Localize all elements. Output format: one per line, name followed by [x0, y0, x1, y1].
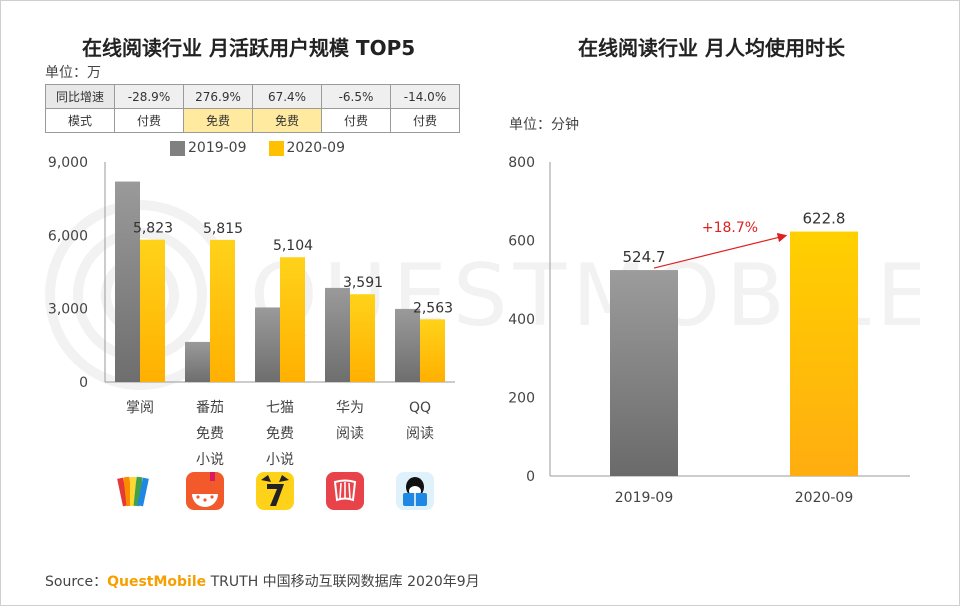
x-tick-label: 七猫 [266, 400, 294, 416]
left-chart-legend: 2019-09 2020-09 [170, 140, 345, 156]
mode-header: 模式 [45, 108, 115, 133]
x-tick-label: 番茄 [196, 399, 224, 416]
y-tick-label: 3,000 [48, 302, 88, 318]
x-tick-label: 小说 [196, 452, 224, 468]
data-label-2020: 5,823 [133, 221, 173, 237]
y-tick-label: 9,000 [48, 155, 88, 171]
yoy-growth-cell: 67.4% [252, 84, 322, 109]
yoy-growth-cell: -14.0% [390, 84, 460, 109]
bar-2019 [255, 307, 280, 382]
legend-label-2020: 2020-09 [286, 140, 346, 156]
zhangyue-app-icon [112, 472, 150, 510]
yoy-table: 同比增速 -28.9% 276.9% 67.4% -6.5% -14.0% 模式… [45, 84, 460, 133]
x-tick-label: 掌阅 [126, 400, 154, 416]
left-chart-title: 在线阅读行业 月活跃用户规模 TOP5 [82, 36, 416, 60]
bar-2019-09 [610, 270, 678, 476]
mode-cell: 付费 [321, 108, 391, 133]
mode-cell: 付费 [390, 108, 460, 133]
data-label-2020: 3,591 [343, 275, 383, 291]
x-tick-label: 阅读 [406, 425, 434, 442]
bar-2019 [185, 341, 210, 382]
data-label-2020: 5,104 [273, 238, 313, 254]
y-tick-label: 200 [508, 391, 535, 407]
legend-swatch-2019 [170, 140, 185, 156]
source-suffix: TRUTH 中国移动互联网数据库 2020年9月 [210, 574, 480, 590]
x-tick-label: 小说 [266, 452, 294, 468]
yoy-growth-header: 同比增速 [45, 84, 115, 109]
x-tick-label: 华为 [336, 400, 364, 416]
bar-2019 [325, 287, 350, 382]
y-tick-label: 0 [526, 469, 535, 485]
legend-swatch-2020 [268, 140, 284, 156]
huawei-reading-app-icon [326, 472, 364, 510]
y-tick-label: 400 [508, 312, 535, 328]
mode-cell-free: 免费 [183, 108, 253, 133]
data-label-2020: 5,815 [203, 221, 243, 237]
right-chart-title: 在线阅读行业 月人均使用时长 [578, 36, 845, 60]
bar-2020 [210, 239, 235, 382]
data-label: 622.8 [803, 210, 846, 228]
bar-2020 [350, 294, 375, 382]
data-label: 524.7 [623, 248, 666, 266]
yoy-growth-row: 同比增速 -28.9% 276.9% 67.4% -6.5% -14.0% [45, 84, 460, 109]
source-brand: QuestMobile [107, 574, 207, 590]
bar-2020 [140, 239, 165, 382]
bar-2020-09 [790, 231, 858, 476]
x-tick-label: 免费 [196, 426, 224, 442]
usage-time-bar-chart: 0 200 400 600 800 524.7 2019-09 622.8 2020-09 +18… [508, 155, 910, 506]
bar-2020 [420, 319, 445, 382]
y-tick-label: 6,000 [48, 228, 88, 244]
growth-arrow [653, 232, 788, 269]
y-tick-label: 600 [508, 234, 535, 250]
source-note: Source：QuestMobile TRUTH 中国移动互联网数据库 2020… [45, 571, 480, 591]
data-label-2020: 2,563 [413, 300, 453, 316]
left-unit-label: 单位：万 [45, 65, 101, 81]
yoy-growth-cell: 276.9% [183, 84, 253, 109]
x-tick-label: 阅读 [336, 425, 364, 442]
mode-cell: 付费 [114, 108, 184, 133]
source-prefix: Source： [45, 574, 108, 590]
yoy-growth-cell: -6.5% [321, 84, 391, 109]
right-unit-label: 单位：分钟 [509, 117, 579, 133]
growth-annotation: +18.7% [702, 220, 758, 236]
yoy-growth-cell: -28.9% [114, 84, 184, 109]
mode-row: 模式 付费 免费 免费 付费 付费 [45, 108, 460, 133]
y-tick-label: 800 [508, 155, 535, 171]
bar-2019 [395, 308, 420, 382]
x-tick-label: QQ [409, 400, 431, 416]
bar-2019 [115, 181, 140, 382]
x-tick-label: 免费 [266, 426, 294, 442]
mode-cell-free: 免费 [252, 108, 322, 133]
legend-label-2019: 2019-09 [188, 140, 247, 156]
fanqie-app-icon [186, 472, 224, 510]
qq-reading-app-icon [396, 472, 434, 510]
y-tick-label: 0 [79, 375, 88, 391]
qimao-app-icon [256, 472, 294, 510]
x-tick-label: 2020-09 [795, 490, 854, 506]
x-tick-label: 2019-09 [615, 490, 674, 506]
bar-2020 [280, 257, 305, 382]
